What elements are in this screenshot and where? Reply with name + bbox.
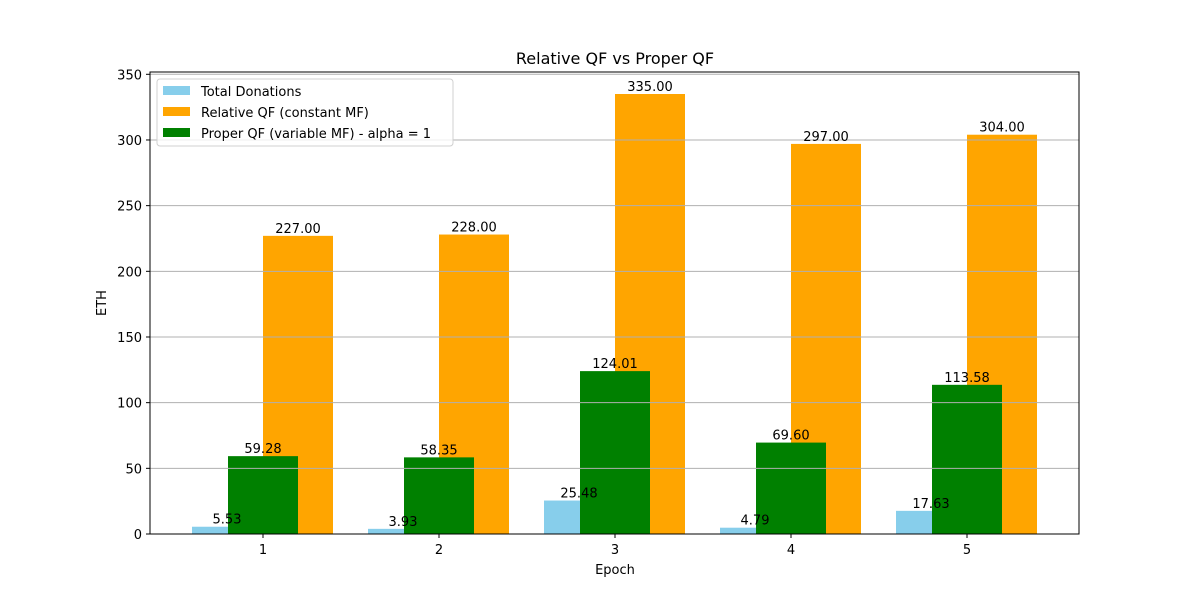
bar-value-label: 4.79	[741, 514, 770, 529]
legend-swatch	[163, 128, 190, 137]
bar	[580, 371, 650, 534]
y-axis-label: ETH	[95, 290, 110, 316]
bar-value-label: 304.00	[979, 121, 1025, 136]
legend-box	[156, 78, 454, 147]
bar	[368, 528, 438, 534]
bar	[228, 456, 298, 534]
bar-value-label: 25.48	[560, 487, 597, 502]
y-tick-label: 150	[117, 331, 142, 346]
x-axis: 1 2 3 4 5	[259, 534, 971, 558]
value-labels: 5.53 3.93 25.48 4.79 17.63 227.00 228.00 335.00…	[213, 80, 1025, 530]
bar-value-label: 3.93	[389, 515, 418, 530]
bar-value-label: 59.28	[244, 442, 281, 457]
legend-swatch	[163, 107, 190, 116]
y-tick-label: 350	[117, 68, 142, 83]
bar	[720, 527, 790, 534]
bar-value-label: 5.53	[213, 513, 242, 528]
bar-value-label: 335.00	[627, 80, 673, 95]
bar-value-label: 113.58	[944, 371, 990, 386]
bar	[192, 526, 262, 534]
bar-value-label: 227.00	[275, 222, 321, 237]
y-tick-label: 200	[117, 265, 142, 280]
bars-layer	[192, 94, 1037, 535]
y-axis: 0 50 100 150 200 250 300 350	[117, 68, 150, 543]
bar	[756, 442, 826, 534]
legend-swatch	[163, 86, 190, 95]
x-tick-label: 3	[611, 543, 619, 558]
x-tick-label: 5	[963, 543, 971, 558]
y-tick-label: 100	[117, 397, 142, 412]
x-tick-label: 4	[787, 543, 795, 558]
bar-value-label: 17.63	[912, 497, 949, 512]
legend: Total Donations Relative QF (constant MF)…	[156, 78, 454, 147]
x-tick-label: 2	[435, 543, 443, 558]
chart-title: Relative QF vs Proper QF	[516, 49, 714, 68]
x-axis-label: Epoch	[595, 563, 635, 578]
bar-value-label: 228.00	[451, 221, 497, 236]
bar-value-label: 58.35	[420, 443, 457, 458]
bar	[404, 457, 474, 534]
bar-value-label: 297.00	[803, 130, 849, 145]
x-tick-label: 1	[259, 543, 267, 558]
y-tick-label: 0	[134, 528, 142, 543]
y-tick-label: 50	[125, 462, 142, 477]
bar-value-label: 69.60	[772, 429, 809, 444]
legend-entry: Proper QF (variable MF) - alpha = 1	[201, 127, 431, 142]
legend-entry: Relative QF (constant MF)	[201, 106, 369, 121]
bar-value-label: 124.01	[592, 357, 638, 372]
bar	[932, 384, 1002, 534]
y-tick-label: 300	[117, 134, 142, 149]
legend-entry: Total Donations	[200, 85, 302, 100]
y-tick-label: 250	[117, 200, 142, 215]
